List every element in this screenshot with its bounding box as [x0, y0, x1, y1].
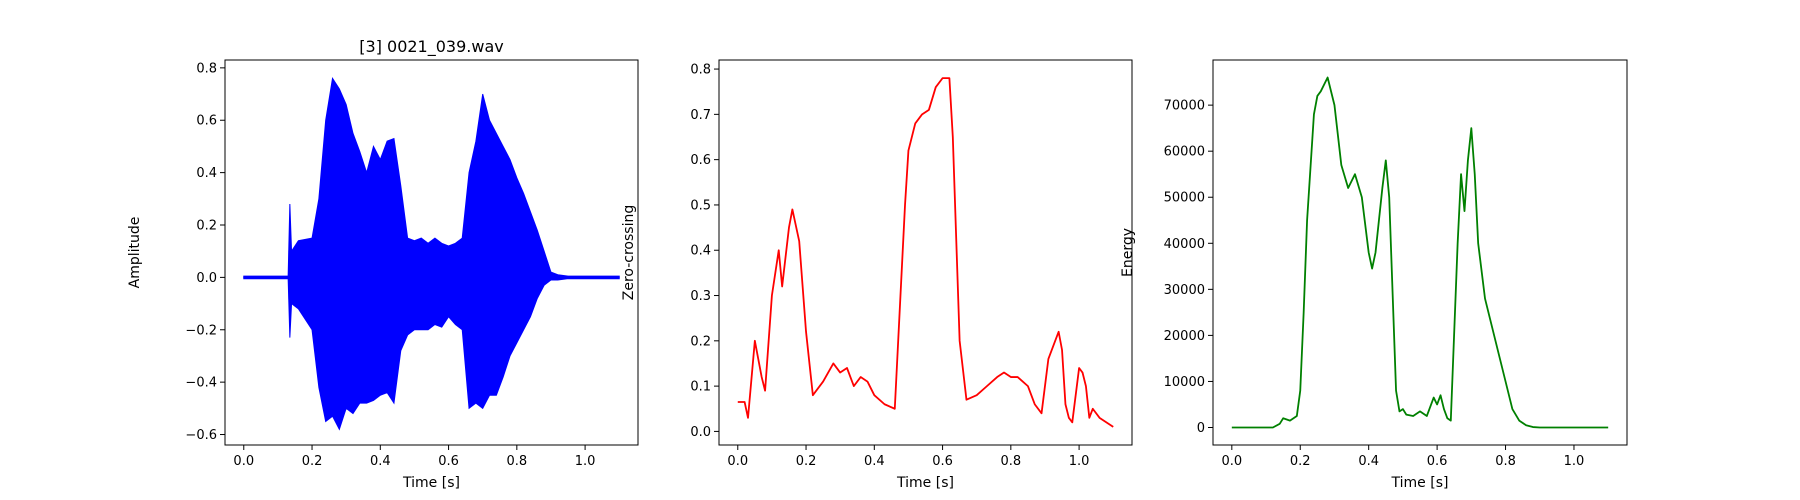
x-tick-label: 1.0	[1564, 454, 1585, 469]
y-tick-label: 0.5	[690, 198, 711, 213]
x-tick-label: 0.4	[864, 454, 885, 469]
y-tick-label: 0.2	[196, 219, 217, 234]
y-tick-label: 20000	[1164, 329, 1205, 344]
y-tick-label: 0.2	[690, 334, 711, 349]
x-tick-label: 0.0	[1221, 454, 1242, 469]
x-tick-label: 0.2	[1290, 454, 1311, 469]
x-tick-label: 0.6	[438, 454, 459, 469]
y-tick-label: 50000	[1164, 191, 1205, 206]
x-tick-label: 0.8	[1495, 454, 1516, 469]
x-axis-label: Time [s]	[896, 475, 954, 491]
series-group	[1231, 76, 1609, 429]
axes-frame	[718, 59, 1133, 446]
y-tick-label: −0.6	[185, 428, 217, 443]
y-axis-label: Energy	[1120, 228, 1136, 277]
series-line-1	[1231, 76, 1609, 429]
y-tick-label: 0	[1197, 421, 1205, 436]
y-tick-label: 0.4	[690, 244, 711, 259]
x-tick-label: 0.0	[233, 454, 254, 469]
y-tick-label: 0.6	[196, 114, 217, 129]
subplot-1: 0.0 0.2 0.4 0.6 0.8 1.0 −0.6 −0.4 −0.2 0.0 0.2 0.4 0…	[127, 37, 639, 491]
y-tick-label: 0.4	[196, 166, 217, 181]
y-tick-label: 0.7	[690, 108, 711, 123]
y-tick-label: 10000	[1164, 375, 1205, 390]
y-axis-label: Amplitude	[127, 217, 143, 289]
series-group	[243, 76, 620, 431]
x-tick-label: 0.0	[727, 454, 748, 469]
y-tick-label: 0.3	[690, 289, 711, 304]
series-group	[737, 77, 1114, 428]
axes-frame	[1212, 59, 1628, 446]
x-tick-label: 1.0	[1069, 454, 1090, 469]
y-tick-label: 0.1	[690, 380, 711, 395]
y-tick-label: 60000	[1164, 145, 1205, 160]
subplot-2: 0.0 0.2 0.4 0.6 0.8 1.0 0.0 0.1 0.2 0.3 0.4 0.5 0.6 0…	[621, 59, 1133, 491]
y-tick-label: −0.4	[185, 376, 217, 391]
chart-title: [3] 0021_039.wav	[359, 37, 503, 57]
x-tick-label: 0.4	[1358, 454, 1379, 469]
x-tick-label: 0.8	[1000, 454, 1021, 469]
y-tick-label: 0.0	[196, 271, 217, 286]
y-tick-label: 70000	[1164, 99, 1205, 114]
x-tick-label: 0.2	[796, 454, 817, 469]
y-axis-label: Zero-crossing	[621, 205, 637, 300]
x-axis-label: Time [s]	[1391, 475, 1449, 491]
y-tick-label: 0.6	[690, 153, 711, 168]
x-tick-label: 0.8	[506, 454, 527, 469]
x-tick-label: 1.0	[575, 454, 596, 469]
y-tick-label: 0.8	[690, 63, 711, 78]
series-line-1	[737, 77, 1114, 428]
y-tick-label: 40000	[1164, 237, 1205, 252]
subplot-3: 0.0 0.2 0.4 0.6 0.8 1.0 0 10000 20000 30000 40000 5…	[1120, 59, 1628, 491]
x-tick-label: 0.6	[1427, 454, 1448, 469]
x-tick-label: 0.2	[302, 454, 323, 469]
axes-frame	[224, 59, 639, 446]
y-tick-label: 30000	[1164, 283, 1205, 298]
y-tick-label: 0.0	[690, 425, 711, 440]
x-tick-label: 0.6	[932, 454, 953, 469]
y-tick-label: 0.8	[196, 61, 217, 76]
y-tick-label: −0.2	[185, 323, 217, 338]
x-tick-label: 0.4	[370, 454, 391, 469]
x-axis-label: Time [s]	[402, 475, 460, 491]
